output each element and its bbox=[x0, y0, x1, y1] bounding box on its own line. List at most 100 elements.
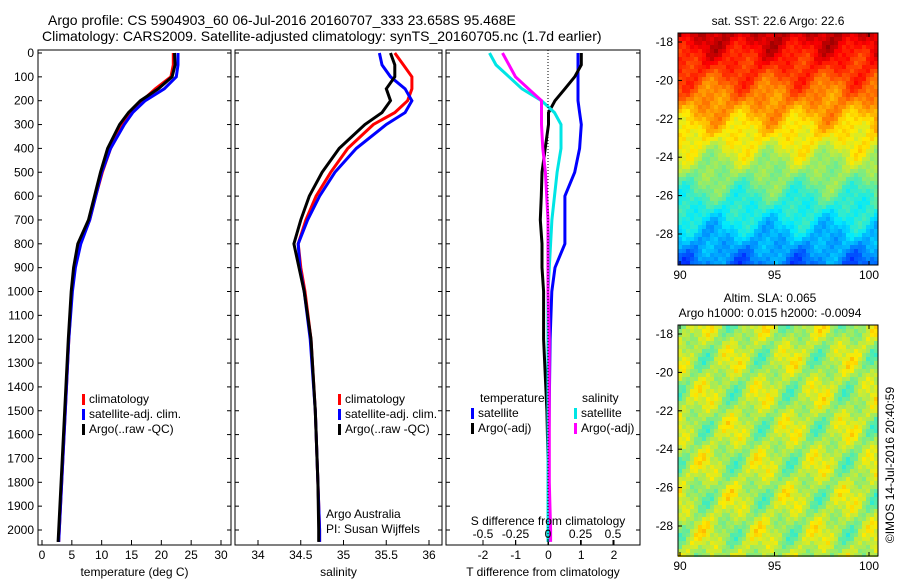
map-cell bbox=[722, 441, 726, 445]
map-cell bbox=[818, 221, 822, 225]
map-cell bbox=[874, 221, 878, 225]
map-cell bbox=[854, 405, 858, 409]
map-cell bbox=[758, 413, 762, 417]
map-cell bbox=[826, 481, 830, 485]
map-cell bbox=[822, 49, 826, 53]
map-cell bbox=[806, 173, 810, 177]
map-cell bbox=[838, 65, 842, 69]
map-cell bbox=[854, 465, 858, 469]
map-cell bbox=[866, 101, 870, 105]
map-cell bbox=[678, 249, 682, 253]
map-cell bbox=[774, 409, 778, 413]
map-cell bbox=[862, 461, 866, 465]
map-cell bbox=[870, 345, 874, 349]
map-cell bbox=[754, 117, 758, 121]
map-cell bbox=[822, 217, 826, 221]
map-cell bbox=[862, 105, 866, 109]
map-cell bbox=[838, 169, 842, 173]
map-cell bbox=[710, 461, 714, 465]
map-cell bbox=[694, 77, 698, 81]
map-cell bbox=[706, 137, 710, 141]
map-cell bbox=[698, 217, 702, 221]
map-cell bbox=[850, 433, 854, 437]
map-cell bbox=[818, 61, 822, 65]
map-cell bbox=[774, 461, 778, 465]
map-cell bbox=[870, 365, 874, 369]
map-cell bbox=[810, 105, 814, 109]
map-cell bbox=[770, 417, 774, 421]
map-cell bbox=[798, 169, 802, 173]
map-cell bbox=[834, 201, 838, 205]
map-cell bbox=[866, 401, 870, 405]
map-cell bbox=[750, 361, 754, 365]
map-cell bbox=[774, 57, 778, 61]
map-cell bbox=[734, 133, 738, 137]
map-cell bbox=[710, 85, 714, 89]
map-cell bbox=[706, 81, 710, 85]
map-cell bbox=[834, 57, 838, 61]
map-cell bbox=[834, 93, 838, 97]
map-cell bbox=[754, 341, 758, 345]
map-cell bbox=[706, 333, 710, 337]
map-cell bbox=[814, 93, 818, 97]
map-cell bbox=[866, 125, 870, 129]
map-cell bbox=[714, 193, 718, 197]
map-cell bbox=[834, 33, 838, 37]
map-cell bbox=[834, 61, 838, 65]
map-cell bbox=[870, 437, 874, 441]
map-cell bbox=[718, 225, 722, 229]
map-cell bbox=[830, 249, 834, 253]
map-cell bbox=[818, 153, 822, 157]
map-cell bbox=[874, 249, 878, 253]
map-cell bbox=[794, 145, 798, 149]
map-cell bbox=[718, 249, 722, 253]
map-cell bbox=[694, 253, 698, 257]
map-cell bbox=[738, 157, 742, 161]
map-cell bbox=[750, 341, 754, 345]
map-cell bbox=[698, 453, 702, 457]
map-cell bbox=[874, 125, 878, 129]
map-cell bbox=[850, 257, 854, 261]
map-cell bbox=[734, 241, 738, 245]
map-cell bbox=[738, 89, 742, 93]
map-cell bbox=[870, 465, 874, 469]
map-cell bbox=[746, 453, 750, 457]
map-cell bbox=[706, 425, 710, 429]
map-cell bbox=[714, 177, 718, 181]
map-cell bbox=[682, 385, 686, 389]
map-cell bbox=[798, 93, 802, 97]
map-cell bbox=[874, 133, 878, 137]
map-cell bbox=[814, 85, 818, 89]
map-cell bbox=[866, 481, 870, 485]
map-cell bbox=[830, 345, 834, 349]
map-cell bbox=[762, 361, 766, 365]
map-cell bbox=[694, 213, 698, 217]
map-cell bbox=[778, 69, 782, 73]
map-cell bbox=[714, 417, 718, 421]
map-cell bbox=[762, 41, 766, 45]
map-cell bbox=[770, 197, 774, 201]
map-cell bbox=[854, 449, 858, 453]
map-cell bbox=[714, 221, 718, 225]
map-cell bbox=[806, 409, 810, 413]
map-cell bbox=[794, 365, 798, 369]
map-cell bbox=[802, 377, 806, 381]
map-cell bbox=[810, 185, 814, 189]
map-cell bbox=[870, 357, 874, 361]
map-cell bbox=[770, 433, 774, 437]
map-cell bbox=[750, 225, 754, 229]
map-cell bbox=[774, 449, 778, 453]
map-cell bbox=[818, 425, 822, 429]
map-cell bbox=[734, 345, 738, 349]
map-cell bbox=[834, 101, 838, 105]
map-cell bbox=[854, 221, 858, 225]
map-cell bbox=[682, 169, 686, 173]
map-cell bbox=[754, 137, 758, 141]
map-cell bbox=[746, 101, 750, 105]
map-cell bbox=[790, 137, 794, 141]
map-cell bbox=[794, 77, 798, 81]
map-cell bbox=[738, 121, 742, 125]
map-cell bbox=[798, 441, 802, 445]
map-cell bbox=[738, 457, 742, 461]
map-cell bbox=[790, 329, 794, 333]
